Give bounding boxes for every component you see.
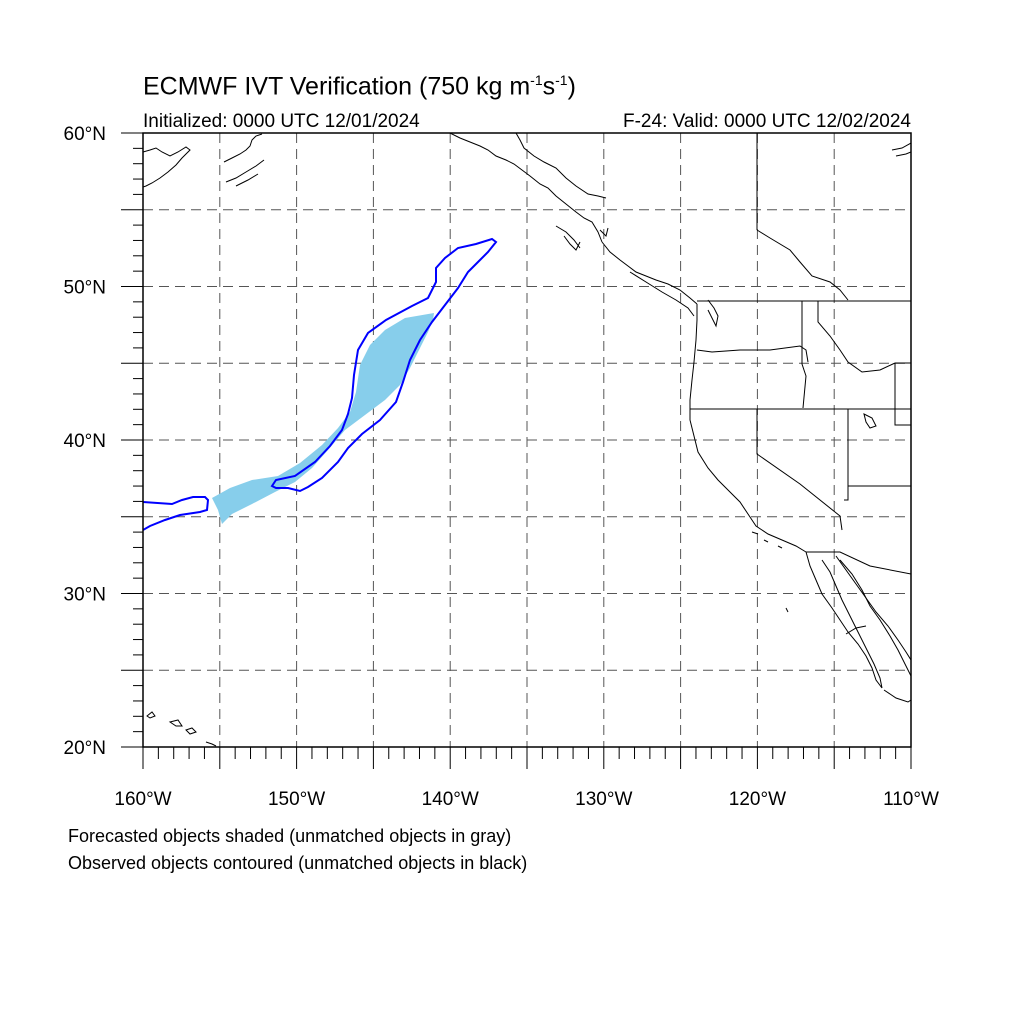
coastlines	[143, 133, 911, 747]
longitude-label: 140°W	[422, 789, 479, 810]
forecast-object	[212, 313, 434, 524]
political-boundaries	[690, 133, 911, 575]
minor-ticks	[121, 132, 912, 769]
lat-lon-grid	[143, 133, 911, 747]
latitude-labels: 60°N 50°N 40°N 30°N 20°N	[64, 124, 106, 759]
longitude-label: 120°W	[729, 789, 786, 810]
legend-observed-note: Observed objects contoured (unmatched ob…	[68, 853, 528, 873]
longitude-label: 150°W	[268, 789, 325, 810]
latitude-label: 30°N	[64, 585, 106, 606]
longitude-labels: 160°W 150°W 140°W 130°W 120°W 110°W	[114, 789, 939, 810]
observed-object-contour	[270, 237, 498, 493]
latitude-label: 60°N	[64, 124, 106, 145]
latitude-label: 20°N	[64, 738, 106, 759]
plot-frame	[142, 132, 912, 748]
latitude-label: 50°N	[64, 278, 106, 299]
valid-time: F-24: Valid: 0000 UTC 12/02/2024	[623, 111, 911, 132]
latitude-label: 40°N	[64, 431, 106, 452]
longitude-label: 130°W	[575, 789, 632, 810]
longitude-label: 160°W	[114, 789, 171, 810]
map-title: ECMWF IVT Verification (750 kg m-1s-1)	[143, 72, 576, 101]
observed-object-west	[143, 496, 210, 531]
longitude-label: 110°W	[883, 789, 939, 810]
initialized-time: Initialized: 0000 UTC 12/01/2024	[143, 111, 420, 132]
legend-forecast-note: Forecasted objects shaded (unmatched obj…	[68, 826, 512, 846]
